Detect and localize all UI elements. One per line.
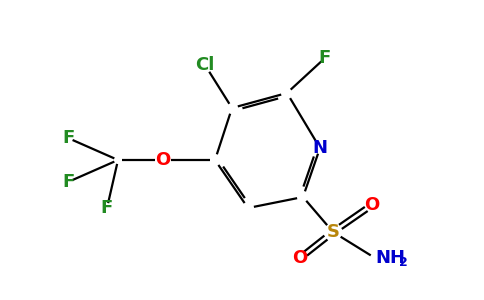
Text: 2: 2 <box>399 256 408 268</box>
Text: F: F <box>319 49 331 67</box>
Text: O: O <box>155 151 171 169</box>
Text: N: N <box>313 139 328 157</box>
Text: S: S <box>327 223 339 241</box>
Text: Cl: Cl <box>196 56 215 74</box>
Text: F: F <box>62 129 74 147</box>
Text: O: O <box>292 249 308 267</box>
Text: O: O <box>364 196 379 214</box>
Text: F: F <box>101 199 113 217</box>
Text: F: F <box>62 173 74 191</box>
Text: NH: NH <box>375 249 405 267</box>
